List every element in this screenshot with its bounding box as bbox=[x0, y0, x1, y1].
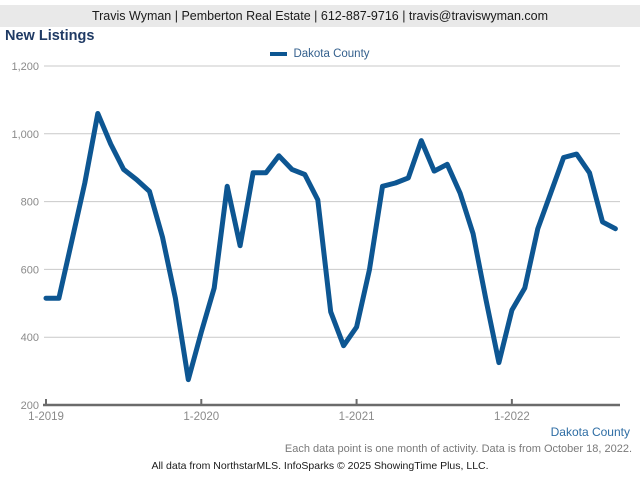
chart-legend: Dakota County bbox=[0, 47, 640, 61]
page-title: New Listings bbox=[5, 28, 95, 44]
x-axis-tick-label: 1-2020 bbox=[183, 411, 219, 423]
footer-series-label: Dakota County bbox=[550, 425, 630, 439]
y-axis-tick-label: 1,000 bbox=[11, 129, 39, 141]
legend-line-swatch-icon bbox=[270, 52, 288, 56]
new-listings-line-chart: 200 400 600 800 1,000 1,200 1-2019 1-2020 1-2021… bbox=[11, 61, 620, 423]
contact-header: Travis Wyman | Pemberton Real Estate | 6… bbox=[0, 5, 640, 27]
y-axis-tick-label: 200 bbox=[21, 400, 39, 412]
chart-area: 200 400 600 800 1,000 1,200 1-2019 1-2020 1-2021… bbox=[0, 60, 640, 432]
y-axis-tick-label: 800 bbox=[21, 197, 39, 209]
y-axis-tick-label: 400 bbox=[21, 332, 39, 344]
dakota-county-series-line bbox=[43, 111, 618, 383]
footer-note: Each data point is one month of activity… bbox=[284, 443, 632, 455]
x-axis-tick-label: 1-2022 bbox=[494, 411, 530, 423]
legend-label: Dakota County bbox=[293, 48, 370, 60]
y-axis-tick-label: 600 bbox=[21, 264, 39, 276]
x-axis-tick-label: 1-2019 bbox=[28, 411, 64, 423]
x-axis-tick-label: 1-2021 bbox=[339, 411, 375, 423]
footer-attribution: All data from NorthstarMLS. InfoSparks ©… bbox=[151, 460, 489, 472]
y-axis-tick-label: 1,200 bbox=[11, 61, 39, 73]
